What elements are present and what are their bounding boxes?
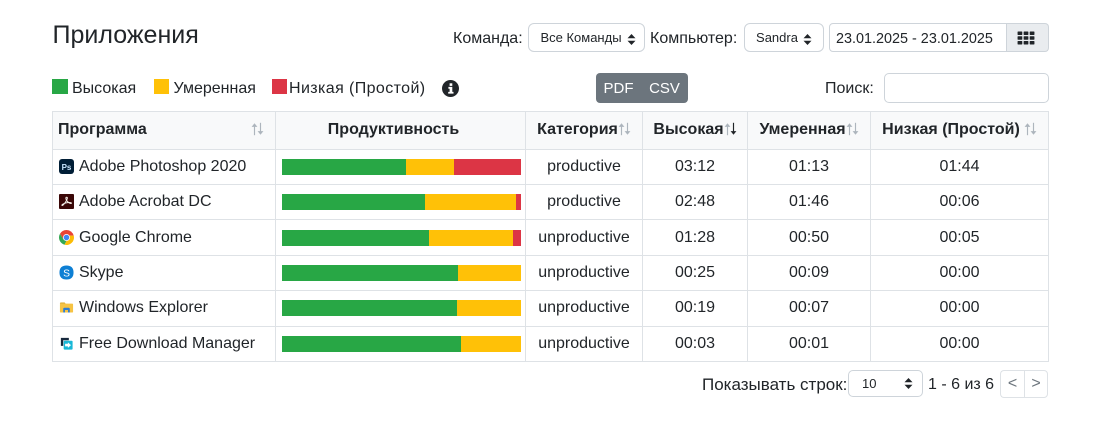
svg-text:Ps: Ps bbox=[62, 163, 72, 172]
svg-text:S: S bbox=[63, 268, 70, 279]
